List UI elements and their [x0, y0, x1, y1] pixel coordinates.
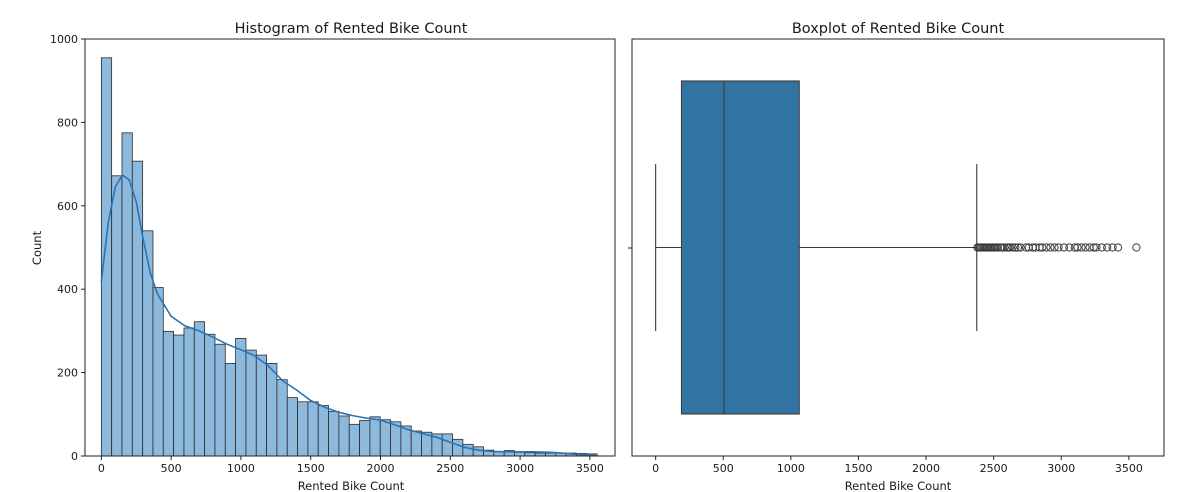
boxplot-outlier: [1108, 243, 1117, 252]
boxplot-x-tick-label: 2500: [980, 462, 1008, 475]
histogram-bar: [276, 379, 288, 457]
histogram-x-tick-label: 3500: [576, 462, 604, 475]
histogram-bar: [441, 433, 453, 457]
histogram-bar: [410, 430, 422, 457]
boxplot-outlier: [1013, 243, 1023, 252]
histogram-bar: [183, 327, 195, 457]
histogram-bar: [121, 132, 133, 457]
histogram-bar: [245, 349, 257, 457]
boxplot-outlier: [1081, 243, 1090, 252]
boxplot-x-tick-label: 2000: [912, 462, 940, 475]
histogram-bar: [224, 363, 237, 457]
histogram-x-tick-label: 2000: [366, 462, 394, 475]
histogram-bar: [317, 405, 329, 457]
histogram-bar: [307, 401, 319, 457]
boxplot-outlier: [1054, 243, 1063, 252]
histogram-bar: [452, 438, 464, 457]
histogram-y-tick-label: 1000: [50, 33, 78, 46]
boxplot-outlier: [1059, 243, 1069, 252]
boxplot-outlier: [1011, 243, 1020, 252]
boxplot-outlier: [1008, 243, 1017, 252]
histogram-x-tick-label: 3000: [506, 462, 534, 475]
histogram-x-ticks: 0 500 1000 1500 2000 2500 3000 3500: [98, 456, 604, 475]
boxplot-x-tick-label: 1000: [777, 462, 805, 475]
boxplot-box: [680, 80, 800, 415]
boxplot-x-tick-label: 500: [713, 462, 734, 475]
boxplot-title: Boxplot of Rented Bike Count: [792, 21, 1005, 37]
histogram-x-tick-label: 1500: [297, 462, 325, 475]
boxplot-outlier: [1046, 243, 1055, 252]
histogram-bar: [173, 334, 185, 457]
histogram-y-ticks: 0 200 400 600 800 1000: [50, 33, 85, 463]
histogram-y-tick-label: 800: [57, 116, 78, 129]
histogram-kde-line: [100, 173, 597, 457]
histogram-bar: [100, 57, 113, 457]
histogram-x-tick-label: 1000: [227, 462, 255, 475]
histogram-bar: [297, 401, 309, 457]
histogram-y-tick-label: 600: [57, 200, 78, 213]
boxplot-outlier: [1050, 243, 1059, 252]
histogram-bar: [379, 419, 391, 457]
boxplot-outliers: [973, 243, 1141, 252]
histogram-bar: [514, 451, 526, 457]
boxplot-body: [655, 80, 978, 415]
boxplot-outlier: [1089, 243, 1098, 252]
boxplot-x-tick-label: 3000: [1047, 462, 1075, 475]
boxplot-outlier: [1077, 243, 1086, 252]
histogram-bar: [328, 410, 340, 457]
boxplot-outlier: [1092, 243, 1101, 252]
histogram-bars: [100, 57, 598, 457]
histogram-y-label: Count: [30, 230, 44, 265]
histogram-x-tick-label: 2500: [436, 462, 464, 475]
boxplot-chart: 0 500 1000 1500 2000 2500 3000 3500 Boxplot of …: [628, 21, 1165, 492]
boxplot-x-label: Rented Bike Count: [845, 479, 952, 492]
histogram-bar: [266, 363, 278, 457]
histogram-bar: [348, 423, 360, 457]
histogram-frame: [84, 38, 616, 457]
boxplot-outlier: [1113, 243, 1123, 252]
histogram-x-tick-label: 0: [98, 462, 105, 475]
histogram-bar: [338, 415, 350, 457]
histogram-bar: [162, 330, 175, 457]
boxplot-outlier: [1073, 243, 1082, 252]
boxplot-outlier: [1103, 243, 1112, 252]
histogram-chart: 0 200 400 600 800 1000 0 500 1000 1500 2000 2500 30…: [30, 21, 616, 492]
histogram-y-tick-label: 200: [57, 367, 78, 380]
boxplot-outlier: [1038, 243, 1047, 252]
histogram-bar: [255, 354, 267, 457]
histogram-bar: [152, 287, 164, 457]
boxplot-outlier: [1016, 243, 1025, 252]
histogram-bar: [235, 338, 247, 457]
histogram-bar: [369, 416, 381, 457]
histogram-y-tick-label: 400: [57, 283, 78, 296]
boxplot-outlier: [1000, 243, 1009, 252]
boxplot-outlier: [1097, 243, 1106, 252]
histogram-y-tick-label: 0: [71, 450, 78, 463]
histogram-x-label: Rented Bike Count: [298, 479, 405, 492]
histogram-bar: [524, 452, 536, 457]
histogram-bar: [204, 333, 216, 457]
histogram-bar: [286, 397, 298, 457]
histogram-bar: [472, 446, 484, 457]
histogram-bar: [111, 175, 123, 457]
boxplot-x-ticks: 0 500 1000 1500 2000 2500 3000 3500: [652, 456, 1143, 475]
boxplot-outlier: [1005, 243, 1014, 252]
boxplot-x-tick-label: 0: [652, 462, 659, 475]
histogram-x-tick-label: 500: [161, 462, 182, 475]
boxplot-x-tick-label: 3500: [1115, 462, 1143, 475]
histogram-bar: [193, 321, 206, 457]
histogram-bar: [359, 420, 371, 457]
boxplot-outlier: [1042, 243, 1051, 252]
histogram-bar: [462, 443, 474, 457]
boxplot-outlier: [1132, 243, 1141, 252]
histogram-title: Histogram of Rented Bike Count: [235, 21, 468, 37]
boxplot-x-tick-label: 1500: [844, 462, 872, 475]
histogram-bar: [214, 343, 226, 457]
boxplot-outlier: [1065, 243, 1074, 252]
